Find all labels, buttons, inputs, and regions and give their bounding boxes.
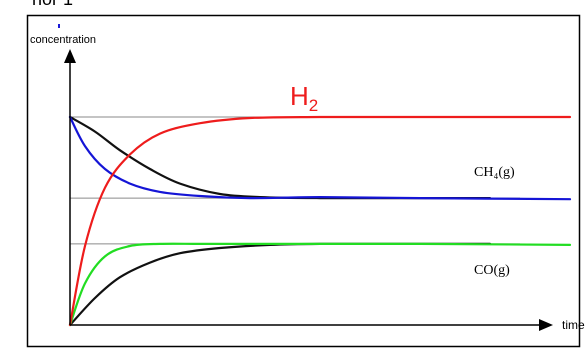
y-axis-label: concentration [30, 34, 96, 46]
x-axis-arrow [539, 319, 553, 331]
series-label-ch4: CH₄(g) [474, 165, 515, 180]
series-layer [68, 115, 572, 327]
series-line-3 [68, 242, 572, 327]
cropped-top-text: nor 1 [32, 0, 73, 9]
series-label-co: CO(g) [474, 263, 510, 278]
y-axis-arrow [64, 49, 76, 63]
blue-mark [58, 24, 60, 28]
x-axis-label: time [562, 318, 585, 332]
series-line-1 [68, 115, 572, 201]
chart-border [26, 14, 581, 348]
series-label-h2: H2 [290, 81, 318, 115]
series-line-0 [68, 115, 572, 327]
